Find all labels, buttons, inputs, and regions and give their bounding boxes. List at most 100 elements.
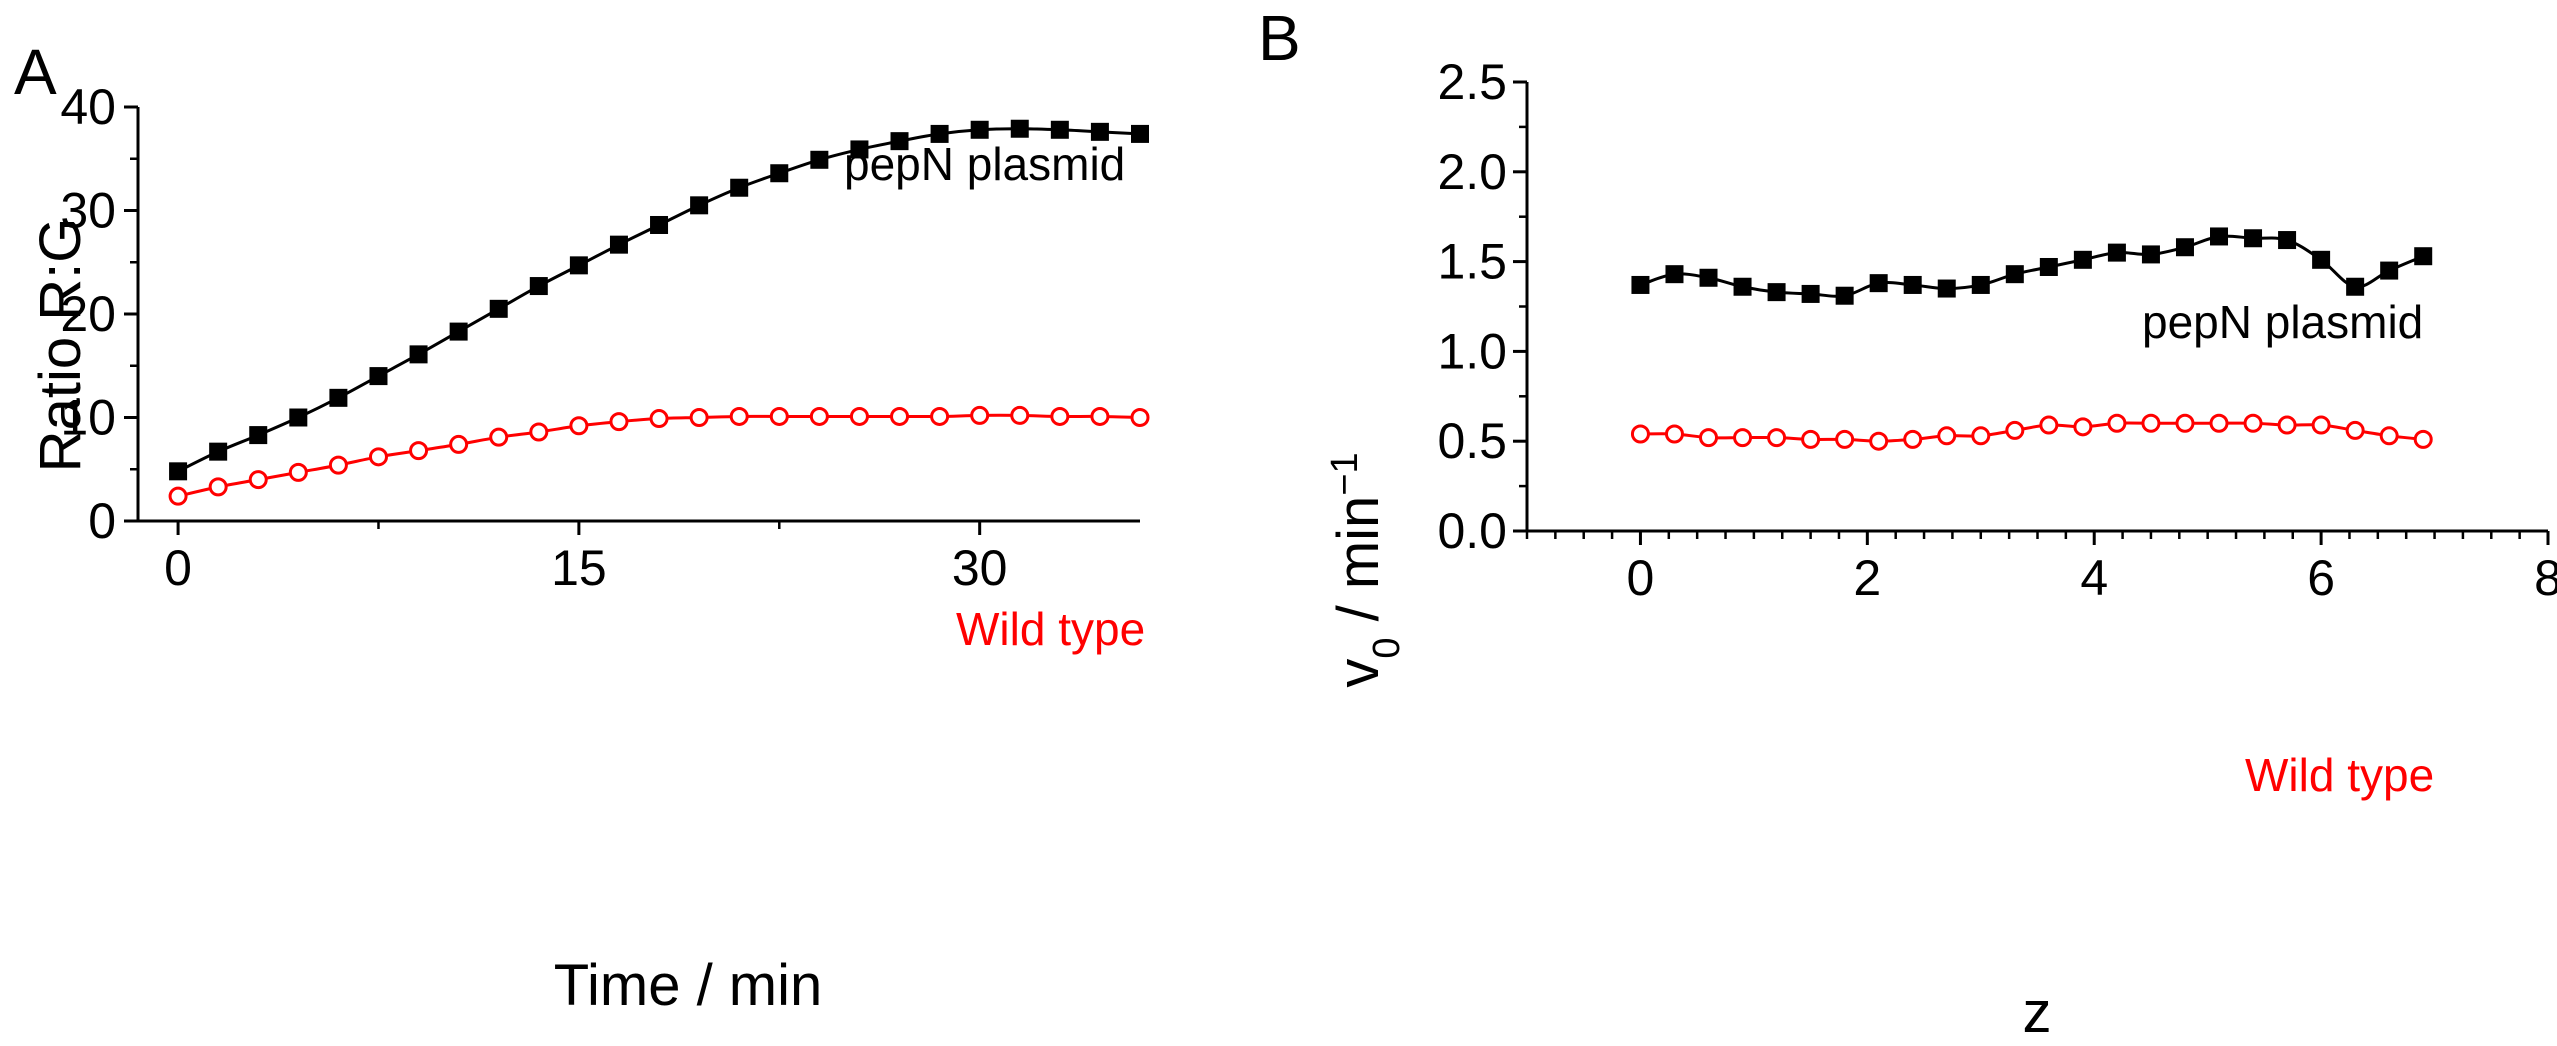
panel-b-series-line-0 (1639, 234, 2424, 298)
panel-b-y-tick-label: 0.0 (1437, 503, 1507, 559)
panel-b-data-point-square (1733, 277, 1752, 296)
panel-b-label-pepn-plasmid: pepN plasmid (2142, 296, 2423, 348)
panel-a-data-point-circle (849, 406, 869, 426)
panel-b-data-point-square (2380, 261, 2399, 280)
panel-a-data-point-square (770, 164, 789, 183)
panel-b-data-point-square (1937, 279, 1956, 298)
panel-b-y-tick-label: 1.5 (1437, 234, 1507, 290)
panel-a-data-point-circle (569, 416, 589, 436)
panel-a-data-point-circle (970, 405, 990, 425)
panel-b-data-point-square (2073, 250, 2092, 269)
panel-a-label-wild-type: Wild type (956, 603, 1145, 655)
panel-a-data-point-circle (890, 406, 910, 426)
panel-a-y-tick-label: 40 (60, 79, 116, 135)
panel-a-data-point-square (810, 150, 829, 169)
panel-b-data-point-square (2414, 247, 2433, 266)
panel-b-data-point-circle (2311, 415, 2331, 435)
panel-a-data-point-square (529, 277, 548, 296)
panel-b-data-point-circle (2413, 429, 2433, 449)
panel-b-data-point-circle (1699, 428, 1719, 448)
panel-a-data-point-square (329, 388, 348, 407)
panel-a-data-point-square (1010, 119, 1029, 138)
panel-b-y-tick-label: 1.0 (1437, 323, 1507, 379)
panel-a-data-point-square (609, 235, 628, 254)
panel-b-y-tick-label: 0.5 (1437, 413, 1507, 469)
panel-a-label-pepn-plasmid: pepN plasmid (844, 138, 1125, 190)
panel-b-x-axis-title: z (2023, 980, 2052, 1045)
panel-b-data-point-circle (1971, 426, 1991, 446)
panel-b-data-point-circle (2073, 417, 2093, 437)
panel-b-data-point-square (2244, 229, 2263, 248)
panel-a-x-axis-title: Time / min (554, 953, 823, 1018)
panel-b-data-point-circle (1903, 429, 1923, 449)
panel-b-data-point-square (2005, 265, 2024, 284)
panel-a-data-point-square (1131, 124, 1149, 143)
panel-a-data-point-square (169, 462, 188, 481)
panel-a-y-tick-label: 20 (60, 286, 116, 342)
panel-b-data-point-square (1767, 283, 1786, 302)
panel-a-data-point-square (449, 322, 468, 341)
panel-a-y-tick-label: 0 (88, 493, 116, 549)
panel-b-data-point-circle (1767, 428, 1787, 448)
panel-b-y-axis-title: v0 / min−1 (1324, 452, 1408, 687)
panel-b-data-point-square (1699, 268, 1718, 287)
panel-a-data-point-circle (689, 408, 709, 427)
panel-b-data-point-circle (2209, 413, 2229, 433)
panel-a-data-point-square (970, 120, 989, 139)
panel-a-y-axis-title: Ratio R:G (28, 218, 93, 473)
panel-b-data-point-circle (1733, 428, 1753, 448)
panel-b-x-tick-label: 4 (2080, 550, 2108, 606)
panel-a: A Ratio R:G Time / min pepN plasmid Wild… (14, 36, 1150, 1018)
panel-b-y-axis-title-main: v (1326, 659, 1391, 688)
panel-b-y-tick-label: 2.5 (1437, 54, 1507, 110)
panel-b-data-point-circle (2107, 413, 2127, 433)
panel-b-data-point-square (2107, 243, 2126, 262)
panel-b-x-tick-label: 8 (2534, 550, 2557, 606)
panel-b-data-point-circle (1869, 431, 1889, 451)
panel-b-data-point-square (1869, 274, 1888, 293)
panel-b-letter: B (1258, 2, 1301, 74)
panel-a-data-point-circle (248, 470, 268, 490)
panel-a-y-tick-label: 30 (60, 183, 116, 239)
panel-a-data-point-square (289, 408, 308, 427)
panel-b-data-point-circle (2379, 426, 2399, 446)
panel-b-y-axis-title-sup: −1 (1324, 452, 1366, 495)
panel-a-data-point-circle (368, 447, 388, 467)
panel-b-data-point-circle (1630, 424, 1650, 444)
panel-b-x-tick-label: 0 (1627, 550, 1655, 606)
panel-b-data-point-square (2175, 238, 2194, 257)
panel-b-y-axis-title-unit: / min (1326, 496, 1391, 638)
panel-a-data-point-circle (409, 441, 429, 461)
panel-a-data-point-circle (769, 406, 789, 426)
panel-a-data-point-square (890, 132, 909, 151)
panel-a-x-tick-label: 30 (952, 540, 1008, 596)
panel-a-data-point-circle (1050, 406, 1070, 426)
panel-b-data-point-square (1631, 275, 1650, 294)
panel-a-data-point-circle (288, 462, 308, 482)
panel-a-data-point-square (850, 140, 869, 159)
panel-b-data-point-square (1971, 275, 1990, 294)
panel-b-series-line-1 (1640, 421, 2424, 443)
panel-b-data-point-square (2278, 231, 2297, 250)
panel-a-data-point-circle (208, 477, 228, 497)
panel-b-data-point-square (2312, 250, 2331, 269)
panel-a-letter: A (14, 36, 57, 108)
panel-a-data-point-square (1090, 122, 1109, 141)
panel-b-data-point-square (2210, 227, 2229, 246)
panel-b-data-point-circle (2005, 420, 2025, 440)
panel-a-data-point-circle (809, 406, 829, 426)
panel-a-x-tick-label: 0 (164, 540, 192, 596)
panel-b-data-point-circle (2277, 415, 2297, 435)
panel-a-data-point-circle (328, 455, 348, 475)
panel-b-data-point-circle (2039, 415, 2059, 435)
panel-a-data-point-square (209, 442, 228, 461)
panel-a-data-point-square (569, 256, 588, 275)
panel-a-data-point-circle (1010, 405, 1030, 425)
panel-a-data-point-square (730, 178, 749, 197)
panel-b-data-point-circle (2141, 413, 2161, 433)
panel-a-data-point-circle (449, 434, 469, 454)
panel-a-data-point-square (690, 196, 709, 215)
panel-b-data-point-circle (2243, 413, 2263, 433)
panel-b: B v0 / min−1 z pepN plasmid Wild type 0.… (1258, 2, 2557, 1045)
